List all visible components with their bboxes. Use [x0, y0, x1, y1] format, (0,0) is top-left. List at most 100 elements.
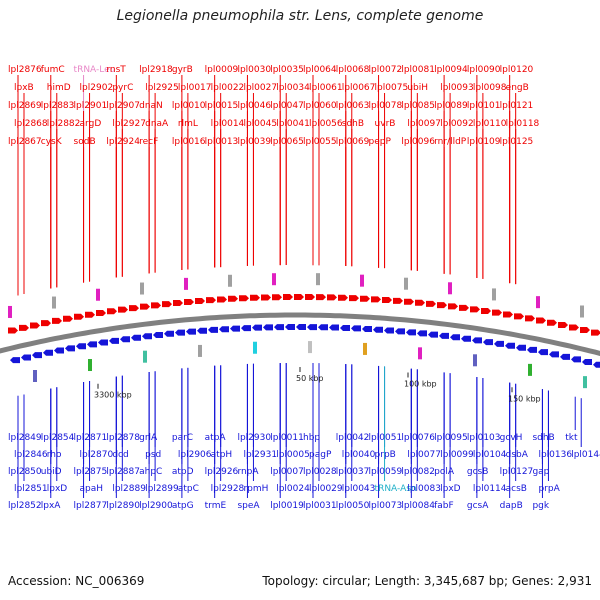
gene-label: lpl0022 — [211, 83, 245, 93]
gene-label: lpl0060 — [303, 101, 337, 111]
forward-gene-arrow — [195, 298, 205, 305]
gene-label: rlmL — [178, 119, 198, 129]
reverse-gene-arrow — [395, 328, 405, 335]
reverse-gene-arrow — [109, 337, 119, 344]
forward-gene-arrow — [371, 296, 381, 303]
gene-label: lpl0047 — [270, 101, 304, 111]
gene-label: lpl2906 — [178, 450, 212, 460]
reverse-gene-arrow — [527, 346, 537, 353]
reverse-gene-arrow — [373, 326, 383, 333]
reverse-gene-arrow — [439, 332, 449, 339]
feature-block — [360, 274, 364, 287]
feature-block — [536, 296, 540, 309]
gene-label: lpl0092 — [440, 119, 474, 129]
forward-gene-arrow — [316, 294, 326, 301]
reverse-gene-arrow — [516, 344, 526, 351]
gene-label: uvrB — [375, 119, 396, 129]
gene-label: lpxB — [14, 83, 34, 93]
reverse-gene-arrow — [252, 324, 262, 331]
forward-gene-arrow — [415, 299, 425, 306]
gene-label: lpl0098 — [473, 83, 507, 93]
reverse-gene-arrow — [494, 340, 504, 347]
gene-label: rpmH — [243, 484, 268, 494]
forward-gene-arrow — [118, 306, 128, 313]
gene-label: fumC — [41, 65, 65, 75]
feature-block — [8, 305, 12, 318]
gene-label: lpl2890 — [106, 501, 140, 511]
gene-label: dcd — [112, 450, 128, 460]
forward-gene-arrow — [360, 295, 370, 302]
reverse-gene-arrow — [384, 327, 394, 334]
forward-gene-arrow — [382, 297, 392, 304]
gene-label: parC — [172, 433, 193, 443]
reverse-gene-arrow — [340, 324, 350, 331]
reverse-gene-arrow — [582, 359, 592, 366]
gene-label: sodB — [74, 137, 96, 147]
feature-block — [316, 273, 320, 286]
gene-label: lpl0114 — [473, 484, 507, 494]
forward-gene-arrow — [294, 294, 304, 301]
gene-label: lpl0063 — [336, 101, 370, 111]
gene-label: lpxA — [41, 501, 62, 511]
gene-label: lpl0042 — [336, 433, 370, 443]
gene-label: ubiH — [407, 83, 428, 93]
gene-label: lpl0041 — [276, 119, 310, 129]
forward-gene-arrow — [206, 297, 216, 304]
gene-label: lpl0013 — [205, 137, 239, 147]
feature-block — [404, 277, 408, 290]
forward-gene-arrow — [481, 307, 491, 314]
forward-gene-arrow — [437, 302, 447, 309]
gene-label: lpl0050 — [336, 501, 370, 511]
tick-label: 150 kbp — [508, 394, 541, 403]
gene-label: lpl2918 — [139, 65, 173, 75]
genome-summary: Topology: circular; Length: 3,345,687 bp… — [262, 574, 592, 588]
reverse-gene-arrow — [120, 336, 130, 343]
gene-label: lpl0059 — [369, 467, 403, 477]
gene-label: lpl0121 — [500, 101, 534, 111]
gene-label: lpl0011 — [270, 433, 304, 443]
gene-label: lpl2875 — [74, 467, 108, 477]
gene-label: lpl2883 — [41, 101, 75, 111]
reverse-gene-arrow — [153, 331, 163, 338]
feature-block — [198, 344, 202, 357]
forward-gene-arrow — [107, 308, 117, 315]
forward-gene-arrow — [19, 324, 29, 331]
gene-label: lpl0024 — [276, 484, 310, 494]
reverse-gene-arrow — [285, 324, 295, 331]
label-leader-lines — [17, 75, 582, 498]
gene-label: lpl2887 — [106, 467, 140, 477]
feature-block — [492, 288, 496, 301]
forward-gene-arrow — [349, 295, 359, 302]
gene-label: lpl0109 — [467, 137, 501, 147]
forward-gene-arrow — [85, 311, 95, 318]
gene-label: lpl2924 — [106, 137, 140, 147]
gene-label: dnaN — [139, 101, 163, 111]
reverse-gene-arrow — [43, 349, 53, 356]
gene-label: lpl0019 — [270, 501, 304, 511]
gene-label: gap — [532, 467, 549, 477]
forward-gene-arrow — [173, 299, 183, 306]
gene-label: grlA — [139, 433, 158, 443]
gene-label: lpl0073 — [369, 501, 403, 511]
gene-label: lpl0085 — [401, 101, 435, 111]
gene-label: lpl0009 — [205, 65, 239, 75]
forward-gene-arrow — [492, 309, 502, 316]
forward-gene-arrow — [404, 298, 414, 305]
gene-label: lpl0094 — [434, 65, 468, 75]
forward-gene-arrow — [129, 305, 139, 312]
gene-label: lpl0075 — [375, 83, 409, 93]
gene-label: lpl0014 — [211, 119, 245, 129]
forward-gene-arrow — [558, 322, 568, 329]
gene-label: lpl2852 — [8, 501, 42, 511]
gene-label: lpl0101 — [467, 101, 501, 111]
accession-label: Accession: NC_006369 — [8, 574, 145, 588]
gene-label: lpl0125 — [500, 137, 534, 147]
forward-gene-arrow — [393, 297, 403, 304]
gene-label: tRNA-Leu — [74, 65, 116, 75]
forward-gene-arrow — [151, 302, 161, 309]
reverse-gene-arrow — [406, 329, 416, 336]
forward-gene-arrow — [30, 322, 40, 329]
tick-label: 50 kbp — [296, 374, 324, 383]
gene-label: gyrB — [172, 65, 193, 75]
